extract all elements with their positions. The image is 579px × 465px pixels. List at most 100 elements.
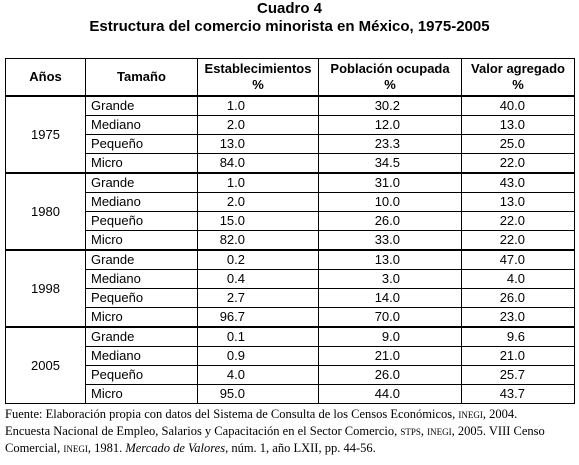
table-row: Pequeño 4.0 26.0 25.7: [6, 365, 575, 385]
header-text: Establecimientos: [204, 61, 312, 76]
header-cell: Tamaño: [85, 58, 198, 97]
value-cell: 13.0: [461, 192, 575, 212]
size-cell: Micro: [85, 384, 198, 404]
value-cell: 15.0: [197, 211, 319, 231]
table-row: Pequeño 2.7 14.0 26.0: [6, 288, 575, 308]
value-cell: 34.5: [318, 153, 462, 174]
value-cell: 10.0: [318, 192, 462, 212]
footnote-text: Fuente: Elaboración propia con datos del…: [5, 407, 459, 421]
value-cell: 33.0: [318, 230, 462, 251]
value-cell: 23.3: [318, 134, 462, 154]
size-cell: Grande: [85, 249, 198, 270]
value-cell: 13.0: [197, 134, 319, 154]
header-cell: Valor agregado%: [461, 58, 575, 97]
table: Años Tamaño Establecimientos% Población …: [5, 58, 575, 404]
size-cell: Pequeño: [85, 288, 198, 308]
subtitle: Estructura del comercio minorista en Méx…: [89, 18, 490, 35]
value-cell: 9.0: [318, 326, 462, 347]
footnote-text: inegi: [427, 424, 452, 438]
size-cell: Grande: [85, 172, 198, 193]
value-cell: 96.7: [197, 307, 319, 328]
table-row: Micro 84.0 34.5 22.0: [6, 153, 575, 174]
value-cell: 22.0: [461, 211, 575, 231]
value-cell: 43.0: [461, 172, 575, 193]
table-row: 2005 Grande 0.1 9.0 9.6: [5, 326, 575, 404]
footnote-text: inegi: [458, 407, 483, 421]
header-row: Años Tamaño Establecimientos% Población …: [5, 58, 575, 97]
table-row: 1980 Grande 1.0 31.0 43.0: [5, 172, 575, 251]
value-cell: 1.0: [197, 172, 319, 193]
value-cell: 31.0: [318, 172, 462, 193]
year-cell: 1975: [5, 95, 86, 174]
value-cell: 26.0: [461, 288, 575, 308]
value-cell: 1.0: [197, 95, 319, 116]
size-cell: Pequeño: [85, 134, 198, 154]
value-cell: 84.0: [197, 153, 319, 174]
size-cell: Mediano: [85, 346, 198, 366]
footnote-text: , 2005. VIII Censo: [451, 424, 545, 438]
table-row: 1975 Grande 1.0 30.2 40.0: [5, 95, 575, 174]
value-cell: 13.0: [461, 115, 575, 135]
footnote-text: , 2004.: [482, 407, 518, 421]
value-cell: 4.0: [197, 365, 319, 385]
size-cell: Micro: [85, 230, 198, 251]
value-cell: 70.0: [318, 307, 462, 328]
header-unit: %: [252, 77, 264, 92]
footnote-text: Mercado de Valores,: [125, 441, 229, 455]
header-cell: Establecimientos%: [197, 58, 319, 97]
value-cell: 9.6: [461, 326, 575, 347]
value-cell: 47.0: [461, 249, 575, 270]
table-row: Mediano 0.9 21.0 21.0: [6, 346, 575, 366]
size-cell: Mediano: [85, 269, 198, 289]
value-cell: 3.0: [318, 269, 462, 289]
size-cell: Mediano: [85, 192, 198, 212]
table-row: Mediano 0.4 3.0 4.0: [6, 269, 575, 289]
value-cell: 12.0: [318, 115, 462, 135]
value-cell: 4.0: [461, 269, 575, 289]
header-unit: %: [384, 77, 396, 92]
table-row: Mediano 2.0 10.0 13.0: [6, 192, 575, 212]
header-cell: Población ocupada%: [318, 58, 462, 97]
size-cell: Pequeño: [85, 211, 198, 231]
table-body: 1975 Grande 1.0 30.2 40.0 Mediano 2.0 12.0 13.0 P…: [5, 95, 575, 404]
year-cell: 1998: [5, 249, 86, 328]
value-cell: 21.0: [318, 346, 462, 366]
value-cell: 14.0: [318, 288, 462, 308]
table-row: Micro 82.0 33.0 22.0: [6, 230, 575, 251]
header-cell: Años: [5, 58, 86, 97]
value-cell: 25.0: [461, 134, 575, 154]
footnote-text: núm. 1, año LXII, pp. 44-56.: [228, 441, 376, 455]
size-cell: Grande: [85, 326, 198, 347]
value-cell: 2.7: [197, 288, 319, 308]
value-cell: 13.0: [318, 249, 462, 270]
table-row: Micro 95.0 44.0 43.7: [6, 384, 575, 404]
size-cell: Mediano: [85, 115, 198, 135]
value-cell: 26.0: [318, 365, 462, 385]
value-cell: 0.1: [197, 326, 319, 347]
value-cell: 0.9: [197, 346, 319, 366]
footnote: Fuente: Elaboración propia con datos del…: [5, 406, 545, 457]
title: Cuadro 4: [256, 0, 322, 17]
value-cell: 82.0: [197, 230, 319, 251]
value-cell: 44.0: [318, 384, 462, 404]
table-row: Micro 96.7 70.0 23.0: [6, 307, 575, 328]
header-text: Población ocupada: [330, 61, 450, 76]
header-text: Valor agregado: [471, 61, 565, 76]
size-cell: Grande: [85, 95, 198, 116]
footnote-text: ,: [420, 424, 428, 438]
table-row: 1998 Grande 0.2 13.0 47.0: [5, 249, 575, 328]
value-cell: 26.0: [318, 211, 462, 231]
year-cell: 2005: [5, 326, 86, 404]
year-cell: 1980: [5, 172, 86, 251]
table-row: Pequeño 13.0 23.3 25.0: [6, 134, 575, 154]
size-cell: Micro: [85, 307, 198, 328]
footnote-text: Encuesta Nacional de Empleo, Salarios y …: [5, 424, 401, 438]
value-cell: 23.0: [461, 307, 575, 328]
value-cell: 22.0: [461, 153, 575, 174]
size-cell: Micro: [85, 153, 198, 174]
value-cell: 0.4: [197, 269, 319, 289]
footnote-text: Comercial,: [5, 441, 64, 455]
value-cell: 22.0: [461, 230, 575, 251]
value-cell: 40.0: [461, 95, 575, 116]
